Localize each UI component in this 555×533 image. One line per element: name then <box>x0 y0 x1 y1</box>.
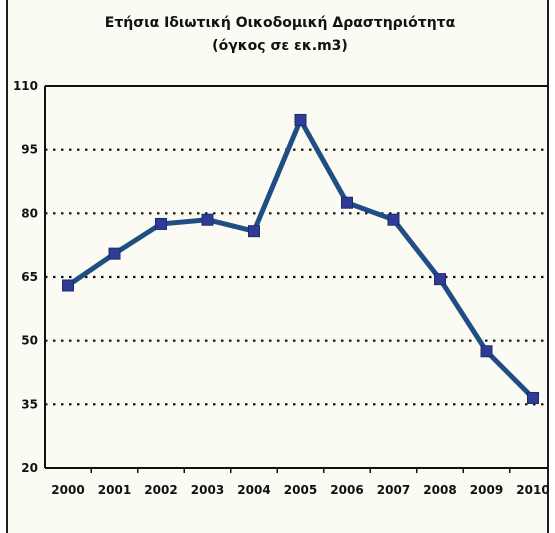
data-point-2009 <box>480 345 493 358</box>
y-tick-label: 110 <box>13 79 38 93</box>
data-point-2007 <box>387 213 400 226</box>
x-tick-label: 2000 <box>51 483 84 497</box>
x-tick-label: 2007 <box>377 483 410 497</box>
data-point-2010 <box>527 391 539 404</box>
y-tick-label: 95 <box>21 143 38 157</box>
data-point-2001 <box>108 247 121 260</box>
x-tick-label: 2008 <box>423 483 456 497</box>
axes <box>44 85 548 473</box>
y-tick-label: 50 <box>21 334 38 348</box>
x-tick-label: 2009 <box>470 483 503 497</box>
data-point-2006 <box>341 196 353 209</box>
data-point-2004 <box>248 225 260 238</box>
chart-title: Ετήσια Ιδιωτική Οικοδομική Δραστηριότητα <box>105 15 456 31</box>
x-tick-label: 2001 <box>98 483 131 497</box>
data-point-2000 <box>62 279 74 292</box>
x-axis-ticks: 2000 2001 2002 2003 2004 2005 2006 2007 2008 2009… <box>51 483 549 497</box>
data-point-2005 <box>294 113 307 126</box>
x-tick-label: 2003 <box>191 483 224 497</box>
data-point-2003 <box>201 213 214 226</box>
y-axis-ticks: 20 35 50 65 80 95 110 <box>13 79 38 475</box>
x-tick-label: 2010 <box>516 483 549 497</box>
data-point-2002 <box>155 217 167 230</box>
series-line <box>65 117 536 401</box>
x-tick-label: 2004 <box>237 483 270 497</box>
x-tick-label: 2006 <box>330 483 363 497</box>
series-markers <box>62 113 539 404</box>
x-tick-label: 2005 <box>284 483 317 497</box>
y-tick-label: 65 <box>21 270 38 284</box>
x-tick-label: 2002 <box>144 483 177 497</box>
y-tick-label: 35 <box>21 397 38 411</box>
series-line-path <box>65 117 536 401</box>
data-point-2008 <box>434 273 446 286</box>
y-tick-label: 20 <box>21 461 38 475</box>
chart-subtitle: (όγκος σε εκ.m3) <box>212 38 348 54</box>
gridlines <box>45 148 548 406</box>
y-tick-label: 80 <box>21 206 38 220</box>
